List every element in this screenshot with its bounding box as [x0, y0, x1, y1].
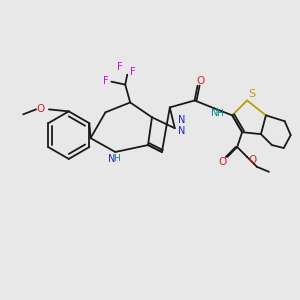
- Text: O: O: [218, 157, 226, 167]
- Text: O: O: [36, 104, 44, 114]
- Text: O: O: [196, 76, 205, 85]
- Text: N: N: [178, 126, 185, 136]
- Text: O: O: [248, 155, 256, 165]
- Text: N: N: [108, 154, 115, 164]
- Text: F: F: [118, 62, 123, 72]
- Text: S: S: [248, 88, 256, 98]
- Text: F: F: [103, 76, 108, 85]
- Text: N: N: [211, 108, 218, 118]
- Text: H: H: [216, 109, 223, 118]
- Text: F: F: [130, 67, 136, 77]
- Text: N: N: [178, 115, 185, 125]
- Text: H: H: [113, 154, 120, 164]
